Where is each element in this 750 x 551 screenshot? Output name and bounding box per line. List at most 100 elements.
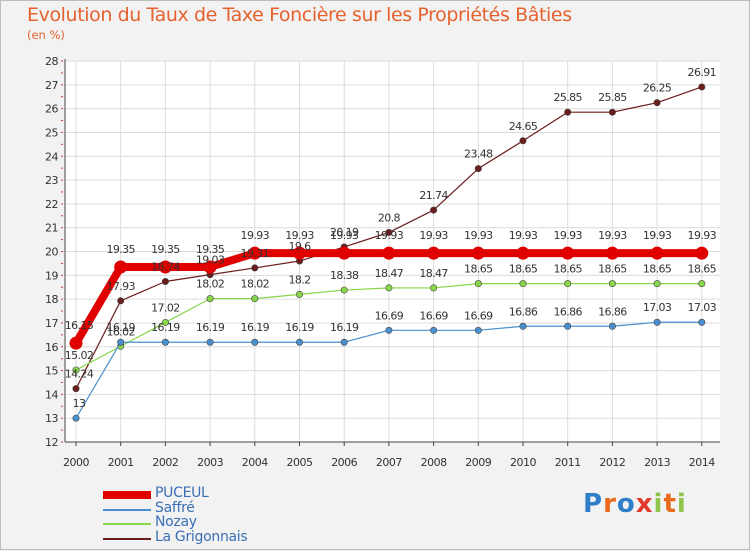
x-tick-label: 2014 bbox=[689, 456, 715, 469]
data-label: 19.31 bbox=[241, 247, 270, 260]
data-label: 19.93 bbox=[464, 229, 493, 242]
data-label: 19.93 bbox=[643, 229, 672, 242]
data-label: 19.93 bbox=[375, 229, 404, 242]
data-point bbox=[430, 326, 438, 334]
data-point bbox=[430, 284, 438, 292]
data-label: 16.19 bbox=[285, 321, 314, 334]
data-point bbox=[695, 246, 709, 260]
data-label: 14.24 bbox=[65, 368, 94, 381]
data-label: 20.19 bbox=[330, 226, 359, 239]
data-label: 25.85 bbox=[553, 91, 582, 104]
data-point bbox=[340, 338, 348, 346]
data-label: 13 bbox=[73, 397, 86, 410]
data-label: 18.47 bbox=[375, 267, 404, 280]
data-point bbox=[385, 228, 393, 236]
data-label: 26.91 bbox=[688, 66, 717, 79]
data-label: 18.65 bbox=[598, 263, 627, 276]
data-point bbox=[161, 278, 169, 286]
legend-swatch bbox=[103, 491, 151, 499]
data-label: 20.8 bbox=[378, 211, 401, 224]
data-label: 19.93 bbox=[285, 229, 314, 242]
data-label: 17.93 bbox=[106, 280, 135, 293]
y-axis-unit: (en %) bbox=[27, 28, 65, 42]
data-point bbox=[248, 246, 262, 260]
data-point bbox=[519, 280, 527, 288]
data-point bbox=[72, 385, 80, 393]
data-label: 24.65 bbox=[509, 120, 538, 133]
y-tick-label: 14 bbox=[45, 388, 58, 401]
data-label: 18.74 bbox=[151, 261, 180, 274]
data-point bbox=[427, 246, 441, 260]
data-point bbox=[653, 280, 661, 288]
data-point bbox=[650, 246, 664, 260]
data-point bbox=[72, 366, 80, 374]
legend-swatch bbox=[103, 523, 151, 525]
legend-swatch bbox=[103, 508, 151, 511]
data-label: 16.19 bbox=[241, 321, 270, 334]
data-point bbox=[295, 290, 303, 298]
proxiti-logo: Proxiti bbox=[583, 489, 687, 519]
y-tick-label: 27 bbox=[45, 79, 58, 92]
data-label: 19.93 bbox=[688, 229, 717, 242]
data-label: 16.86 bbox=[509, 305, 538, 318]
data-label: 16.19 bbox=[330, 321, 359, 334]
data-point bbox=[564, 108, 572, 116]
y-tick-label: 24 bbox=[45, 150, 58, 163]
data-point bbox=[519, 322, 527, 330]
x-tick-label: 2006 bbox=[331, 456, 357, 469]
data-point bbox=[72, 414, 80, 422]
data-label: 17.03 bbox=[643, 301, 672, 314]
x-tick-label: 2004 bbox=[242, 456, 268, 469]
data-label: 19.93 bbox=[553, 229, 582, 242]
data-label: 18.65 bbox=[643, 263, 672, 276]
data-label: 18.65 bbox=[464, 263, 493, 276]
data-label: 18.47 bbox=[419, 267, 448, 280]
x-tick-label: 2002 bbox=[152, 456, 178, 469]
logo-letter: i bbox=[653, 489, 664, 519]
data-point bbox=[206, 338, 214, 346]
data-label: 18.2 bbox=[288, 273, 310, 286]
y-tick-label: 22 bbox=[45, 198, 58, 211]
x-tick-label: 2007 bbox=[376, 456, 402, 469]
data-point bbox=[564, 280, 572, 288]
data-point bbox=[203, 260, 217, 274]
x-tick-label: 2000 bbox=[63, 456, 89, 469]
x-tick-label: 2009 bbox=[465, 456, 491, 469]
data-label: 19.93 bbox=[241, 229, 270, 242]
data-label: 25.85 bbox=[598, 91, 627, 104]
data-label: 19.93 bbox=[419, 229, 448, 242]
data-point bbox=[161, 338, 169, 346]
data-point bbox=[474, 280, 482, 288]
data-point bbox=[340, 286, 348, 294]
y-tick-label: 25 bbox=[45, 126, 58, 139]
data-label: 18.65 bbox=[688, 263, 717, 276]
series-saffré bbox=[72, 318, 706, 422]
data-point bbox=[161, 318, 169, 326]
x-tick-label: 2005 bbox=[287, 456, 313, 469]
y-tick-label: 13 bbox=[45, 412, 58, 425]
legend-swatch bbox=[103, 537, 151, 540]
legend-label: Saffré bbox=[155, 499, 195, 516]
data-point bbox=[158, 260, 172, 274]
x-tick-label: 2003 bbox=[197, 456, 223, 469]
data-point bbox=[251, 295, 259, 303]
series-la-grigonnais bbox=[72, 83, 706, 393]
data-label: 16.02 bbox=[106, 325, 135, 338]
data-label: 18.65 bbox=[553, 263, 582, 276]
logo-letter: r bbox=[603, 489, 617, 519]
data-point bbox=[295, 338, 303, 346]
legend-label: La Grigonnais bbox=[155, 528, 248, 545]
data-point bbox=[385, 326, 393, 334]
data-point bbox=[337, 246, 351, 260]
data-point bbox=[608, 108, 616, 116]
data-point bbox=[430, 206, 438, 214]
data-point bbox=[114, 260, 128, 274]
series-puceul bbox=[69, 246, 709, 350]
data-label: 19.35 bbox=[106, 243, 135, 256]
data-label: 16.19 bbox=[106, 321, 135, 334]
data-point bbox=[698, 280, 706, 288]
x-tick-label: 2012 bbox=[599, 456, 625, 469]
data-point bbox=[117, 297, 125, 305]
y-tick-label: 21 bbox=[45, 222, 58, 235]
